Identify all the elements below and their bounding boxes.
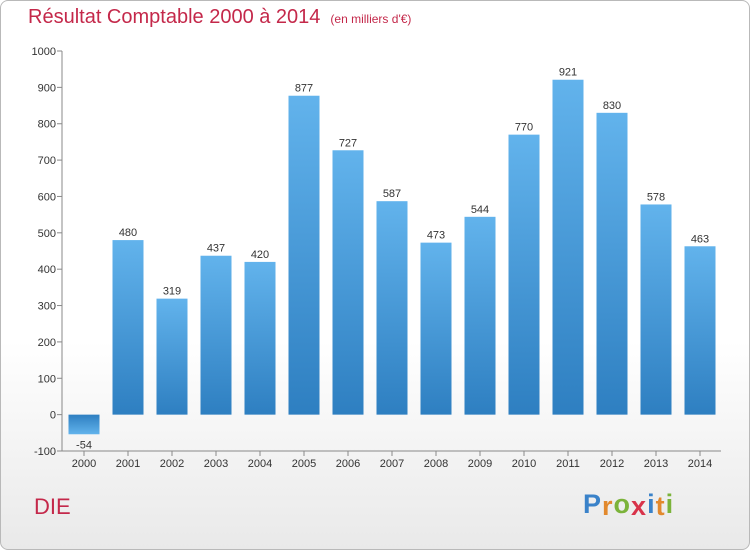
chart-title-text: Résultat Comptable 2000 à 2014 (28, 6, 321, 28)
x-tick-label: 2003 (204, 458, 228, 470)
data-label: 473 (427, 230, 445, 242)
chart-unit: (en milliers d'€) (330, 12, 412, 26)
x-tick-label: 2014 (688, 458, 712, 470)
data-label: 480 (119, 227, 137, 239)
bar (200, 255, 232, 415)
x-tick-label: 2007 (380, 458, 404, 470)
bar (376, 201, 408, 415)
x-tick-label: 2005 (292, 458, 316, 470)
chart-title: Résultat Comptable 2000 à 2014 (en millie… (28, 6, 411, 29)
x-tick-label: 2004 (248, 458, 272, 470)
x-tick-label: 2010 (512, 458, 536, 470)
logo-letter: i (647, 489, 656, 519)
proxiti-logo: Proxiti (583, 489, 675, 521)
logo-letter: t (655, 491, 666, 521)
bar (552, 79, 584, 415)
y-tick-label: 600 (38, 191, 56, 203)
data-label: 578 (647, 191, 665, 203)
bar (684, 246, 716, 415)
data-label: -54 (76, 439, 92, 451)
data-label: 437 (207, 243, 225, 255)
bar (640, 204, 672, 415)
y-tick-label: 200 (38, 337, 56, 349)
data-label: 770 (515, 122, 533, 134)
data-label: 587 (383, 188, 401, 200)
bar (244, 261, 276, 415)
y-tick-label: 300 (38, 301, 56, 313)
bar (68, 414, 100, 435)
data-label: 544 (471, 204, 489, 216)
data-label: 830 (603, 100, 621, 112)
data-label: 420 (251, 249, 269, 261)
x-tick-label: 2001 (116, 458, 140, 470)
y-tick-label: -100 (34, 446, 56, 458)
data-label: 319 (163, 286, 181, 298)
x-tick-label: 2013 (644, 458, 668, 470)
bar (596, 112, 628, 415)
logo-letter: P (583, 489, 603, 519)
y-tick-label: 500 (38, 228, 56, 240)
y-tick-label: 400 (38, 264, 56, 276)
x-tick-label: 2000 (72, 458, 96, 470)
data-label: 877 (295, 83, 313, 95)
x-tick-label: 2011 (556, 458, 580, 470)
y-tick-label: 800 (38, 119, 56, 131)
x-tick-label: 2008 (424, 458, 448, 470)
data-label: 727 (339, 137, 357, 149)
bar (156, 298, 188, 415)
x-tick-label: 2012 (600, 458, 624, 470)
y-tick-label: 900 (38, 82, 56, 94)
commune-name: DIE (34, 494, 71, 519)
logo-letter: i (665, 489, 675, 519)
bar (332, 150, 364, 415)
y-tick-label: 100 (38, 373, 56, 385)
x-tick-label: 2002 (160, 458, 184, 470)
logo-letter: x (631, 491, 648, 521)
y-tick-label: 0 (50, 410, 56, 422)
x-tick-label: 2006 (336, 458, 360, 470)
y-tick-label: 1000 (32, 46, 56, 58)
logo-letter: r (602, 491, 614, 521)
x-tick-label: 2009 (468, 458, 492, 470)
logo-letter: o (613, 489, 632, 519)
y-tick-label: 700 (38, 155, 56, 167)
bar (508, 134, 540, 415)
bar (464, 216, 496, 415)
bar (288, 95, 320, 415)
data-label: 921 (559, 67, 577, 79)
bar (112, 240, 144, 415)
bar (420, 242, 452, 415)
data-label: 463 (691, 233, 709, 245)
